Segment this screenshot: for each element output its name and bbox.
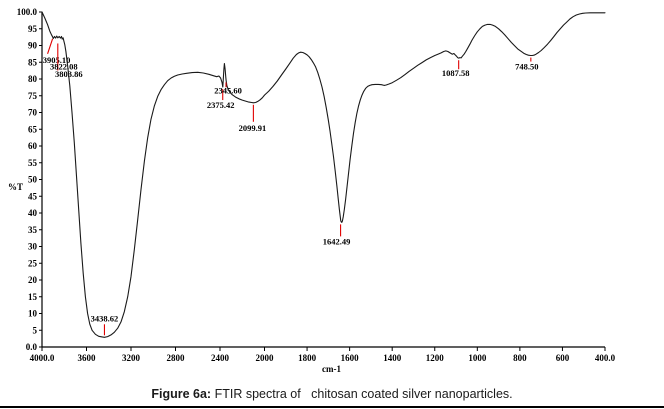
x-tick-label: 2400 bbox=[211, 353, 230, 363]
y-tick-label: 35 bbox=[28, 225, 38, 235]
y-tick-label: 65 bbox=[28, 124, 38, 134]
x-tick-label: 3200 bbox=[122, 353, 141, 363]
peak-label: 1642.49 bbox=[323, 236, 351, 246]
y-tick-label: 60 bbox=[28, 141, 38, 151]
y-tick-label: 85 bbox=[28, 57, 38, 67]
figure-caption: Figure 6a: FTIR spectra of chitosan coat… bbox=[0, 381, 664, 408]
peak-marker-line bbox=[47, 38, 54, 54]
x-axis-ticks: 4000.0 3600 3200 2800 2400 2000 1800 1600 1400 12… bbox=[30, 347, 616, 363]
spectrum-curve bbox=[41, 11, 606, 338]
peak-label: 1087.58 bbox=[442, 68, 470, 78]
y-tick-label: 15 bbox=[28, 292, 38, 302]
y-tick-label: 30 bbox=[28, 242, 38, 252]
x-axis-title: cm-1 bbox=[322, 364, 341, 374]
x-tick-label: 800 bbox=[513, 353, 527, 363]
y-tick-label: 70 bbox=[28, 108, 38, 118]
peak-label: 748.50 bbox=[515, 62, 538, 72]
ftir-chart: 100.095908580757065605550454035302520151… bbox=[8, 7, 616, 374]
x-tick-label: 1600 bbox=[341, 353, 360, 363]
y-tick-label: 75 bbox=[28, 91, 38, 101]
y-tick-label: 10 bbox=[28, 309, 38, 319]
x-tick-label: 600 bbox=[556, 353, 570, 363]
x-tick-label: 2800 bbox=[167, 353, 186, 363]
caption-prefix: Figure 6a: bbox=[151, 386, 212, 401]
caption-text: FTIR spectra of chitosan coated silver n… bbox=[211, 386, 513, 401]
x-tick-label: 400.0 bbox=[595, 353, 616, 363]
y-tick-label: 0.0 bbox=[26, 342, 38, 352]
y-tick-label: 45 bbox=[28, 191, 38, 201]
x-tick-label: 1000 bbox=[468, 353, 487, 363]
y-tick-label: 95 bbox=[28, 24, 38, 34]
y-axis-title: %T bbox=[8, 182, 23, 192]
x-tick-label: 1400 bbox=[383, 353, 402, 363]
x-tick-label: 4000.0 bbox=[30, 353, 55, 363]
y-tick-label: 50 bbox=[28, 175, 38, 185]
y-tick-label: 55 bbox=[28, 158, 38, 168]
peak-label: 3438.62 bbox=[91, 313, 119, 323]
peak-label: 2375.42 bbox=[207, 100, 235, 110]
peak-label: 2099.91 bbox=[239, 123, 267, 133]
peak-label: 3803.86 bbox=[55, 69, 83, 79]
spectrum-trace bbox=[41, 11, 606, 338]
peak-label: 3905.10 bbox=[43, 55, 71, 65]
y-tick-label: 20 bbox=[28, 275, 38, 285]
peak-label: 3822.08 bbox=[50, 61, 78, 71]
x-tick-label: 2000 bbox=[256, 353, 275, 363]
y-tick-label: 40 bbox=[28, 208, 38, 218]
y-tick-label: 25 bbox=[28, 258, 38, 268]
x-tick-label: 3600 bbox=[78, 353, 97, 363]
y-tick-label: 90 bbox=[28, 41, 38, 51]
x-tick-label: 1800 bbox=[298, 353, 317, 363]
x-tick-label: 1200 bbox=[426, 353, 445, 363]
peak-label: 2345.60 bbox=[214, 85, 242, 95]
y-tick-label: 5 bbox=[33, 325, 38, 335]
y-tick-label: 100.0 bbox=[17, 7, 38, 17]
y-tick-label: 80 bbox=[28, 74, 38, 84]
y-axis-ticks: 100.095908580757065605550454035302520151… bbox=[17, 7, 42, 352]
